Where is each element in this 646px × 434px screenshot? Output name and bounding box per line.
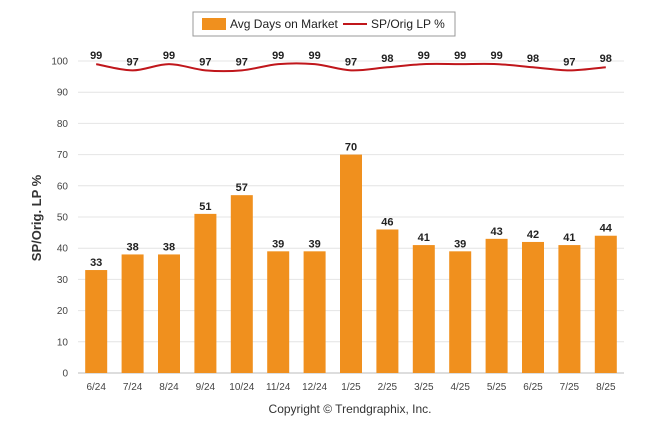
bar-data-label: 38 — [126, 241, 138, 253]
x-tick-label: 10/24 — [229, 382, 254, 393]
y-axis-ticks: 0 10 20 30 40 50 60 70 80 90 100 — [51, 57, 68, 380]
line-series: 99 97 99 97 97 99 99 97 98 99 99 99 98 97 98 — [90, 50, 612, 73]
bar-data-label: 39 — [308, 238, 320, 250]
bar — [412, 245, 435, 373]
line-data-label: 99 — [418, 50, 430, 62]
bar — [376, 229, 399, 373]
line-data-label: 97 — [345, 56, 357, 68]
y-tick-label: 0 — [62, 369, 68, 380]
line-data-label: 98 — [381, 53, 393, 65]
bar-labels: 33 38 38 51 57 39 39 70 46 41 39 43 42 41 44 — [90, 142, 613, 269]
line-path — [96, 62, 606, 73]
bar — [340, 154, 362, 373]
y-tick-label: 30 — [57, 275, 69, 286]
bar — [594, 235, 617, 373]
line-data-label: 98 — [527, 53, 539, 65]
y-tick-label: 40 — [57, 244, 69, 255]
line-data-label: 97 — [126, 56, 138, 68]
bar — [194, 213, 217, 373]
bar — [522, 241, 544, 373]
bar-data-label: 70 — [345, 142, 357, 154]
y-tick-label: 20 — [57, 306, 69, 317]
bar-data-label: 33 — [90, 257, 102, 269]
x-tick-label: 6/24 — [86, 382, 106, 393]
x-tick-label: 2/25 — [378, 382, 398, 393]
bar — [449, 251, 472, 373]
x-tick-label: 3/25 — [414, 382, 434, 393]
bar — [267, 251, 290, 373]
y-tick-label: 10 — [57, 337, 69, 348]
x-tick-label: 6/25 — [523, 382, 543, 393]
x-tick-label: 9/24 — [196, 382, 216, 393]
x-tick-label: 7/24 — [123, 382, 143, 393]
y-tick-label: 90 — [57, 88, 69, 99]
x-tick-label: 5/25 — [487, 382, 507, 393]
line-data-label: 97 — [236, 56, 248, 68]
legend-box — [192, 11, 456, 37]
x-tick-label: 8/24 — [159, 382, 179, 393]
bar — [303, 251, 326, 373]
bar — [158, 254, 180, 373]
bars — [85, 154, 617, 373]
bar-data-label: 39 — [272, 238, 284, 250]
line-data-label: 97 — [563, 56, 575, 68]
bar-data-label: 57 — [236, 182, 248, 194]
line-data-label: 99 — [308, 50, 320, 62]
x-axis-ticks: 6/24 7/24 8/24 9/24 10/24 11/24 12/24 1/25 2/25 3… — [86, 382, 616, 393]
y-axis-label: SP/Orig. LP % — [29, 174, 44, 261]
y-tick-label: 50 — [57, 213, 69, 224]
x-tick-label: 12/24 — [302, 382, 327, 393]
bar-data-label: 44 — [600, 223, 613, 235]
bar — [121, 254, 144, 373]
bar-data-label: 46 — [381, 216, 393, 228]
legend-label-bar: Avg Days on Market — [230, 17, 338, 31]
x-tick-label: 7/25 — [560, 382, 580, 393]
line-data-label: 99 — [490, 50, 502, 62]
x-tick-label: 8/25 — [596, 382, 616, 393]
legend: Avg Days on Market SP/Orig LP % — [192, 11, 456, 37]
line-data-label: 99 — [454, 50, 466, 62]
bar-data-label: 43 — [490, 226, 502, 238]
legend-label-line: SP/Orig LP % — [371, 17, 445, 31]
legend-swatch-bar — [202, 18, 226, 30]
bar-data-label: 38 — [163, 241, 175, 253]
bar — [85, 270, 108, 373]
line-data-label: 97 — [199, 56, 211, 68]
x-tick-label: 4/25 — [450, 382, 470, 393]
y-tick-label: 70 — [57, 150, 69, 161]
bar — [230, 195, 253, 373]
bar-data-label: 41 — [418, 232, 430, 244]
y-tick-label: 100 — [51, 57, 68, 68]
x-tick-label: 1/25 — [341, 382, 361, 393]
y-tick-label: 80 — [57, 119, 69, 130]
line-data-label: 99 — [272, 50, 284, 62]
bar-data-label: 51 — [199, 201, 211, 213]
x-tick-label: 11/24 — [266, 382, 291, 393]
bar-data-label: 42 — [527, 229, 539, 241]
copyright-text: Copyright © Trendgraphix, Inc. — [269, 402, 432, 416]
bar — [485, 238, 508, 373]
line-data-label: 99 — [90, 50, 102, 62]
line-data-label: 98 — [600, 53, 612, 65]
bar-data-label: 39 — [454, 238, 466, 250]
line-data-label: 99 — [163, 50, 175, 62]
y-tick-label: 60 — [57, 181, 69, 192]
bar-data-label: 41 — [563, 232, 575, 244]
bar — [558, 245, 581, 373]
